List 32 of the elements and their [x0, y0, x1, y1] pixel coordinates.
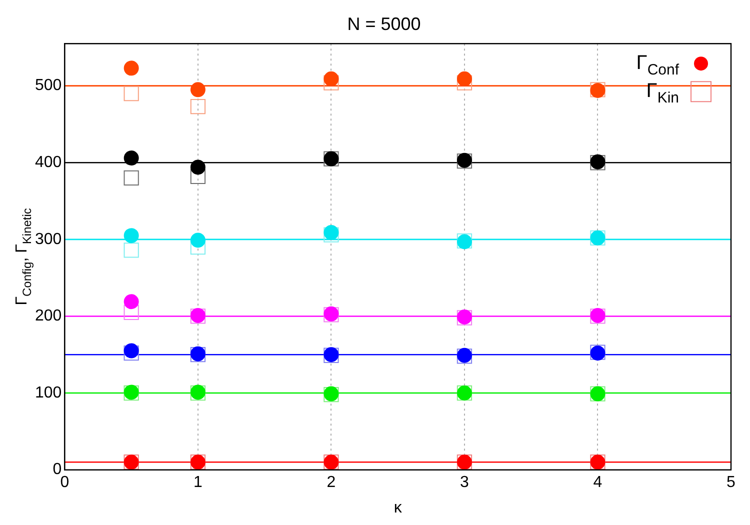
x-tick-label: 1 — [194, 474, 203, 491]
y-tick-label: 0 — [52, 461, 62, 478]
point — [190, 168, 206, 184]
point — [190, 99, 206, 114]
x-axis-title: κ — [394, 499, 403, 516]
y-tick-label: 100 — [34, 384, 62, 402]
x-tick-label: 3 — [460, 474, 470, 491]
point — [124, 242, 139, 258]
point — [324, 71, 339, 86]
point — [124, 170, 139, 186]
x-tick-label: 4 — [593, 474, 602, 491]
point — [190, 82, 206, 98]
point — [324, 75, 339, 90]
point — [124, 304, 139, 320]
y-tick-label: 400 — [34, 154, 62, 172]
point — [124, 60, 139, 76]
x-tick-label: 5 — [726, 474, 736, 491]
y-tick-label: 300 — [34, 230, 62, 248]
point — [456, 75, 472, 90]
point — [456, 71, 472, 86]
chart-title: N = 5000 — [347, 14, 421, 34]
point — [190, 160, 206, 175]
point — [124, 294, 139, 310]
point — [124, 150, 139, 166]
point — [124, 228, 139, 244]
y-axis-title: ΓConfig, ΓKinetic — [13, 208, 34, 306]
point — [124, 86, 139, 102]
point — [190, 232, 206, 248]
x-tick-label: 2 — [326, 474, 336, 491]
point — [190, 240, 206, 255]
y-tick-label: 200 — [34, 308, 62, 325]
y-tick-label: 500 — [34, 77, 62, 94]
